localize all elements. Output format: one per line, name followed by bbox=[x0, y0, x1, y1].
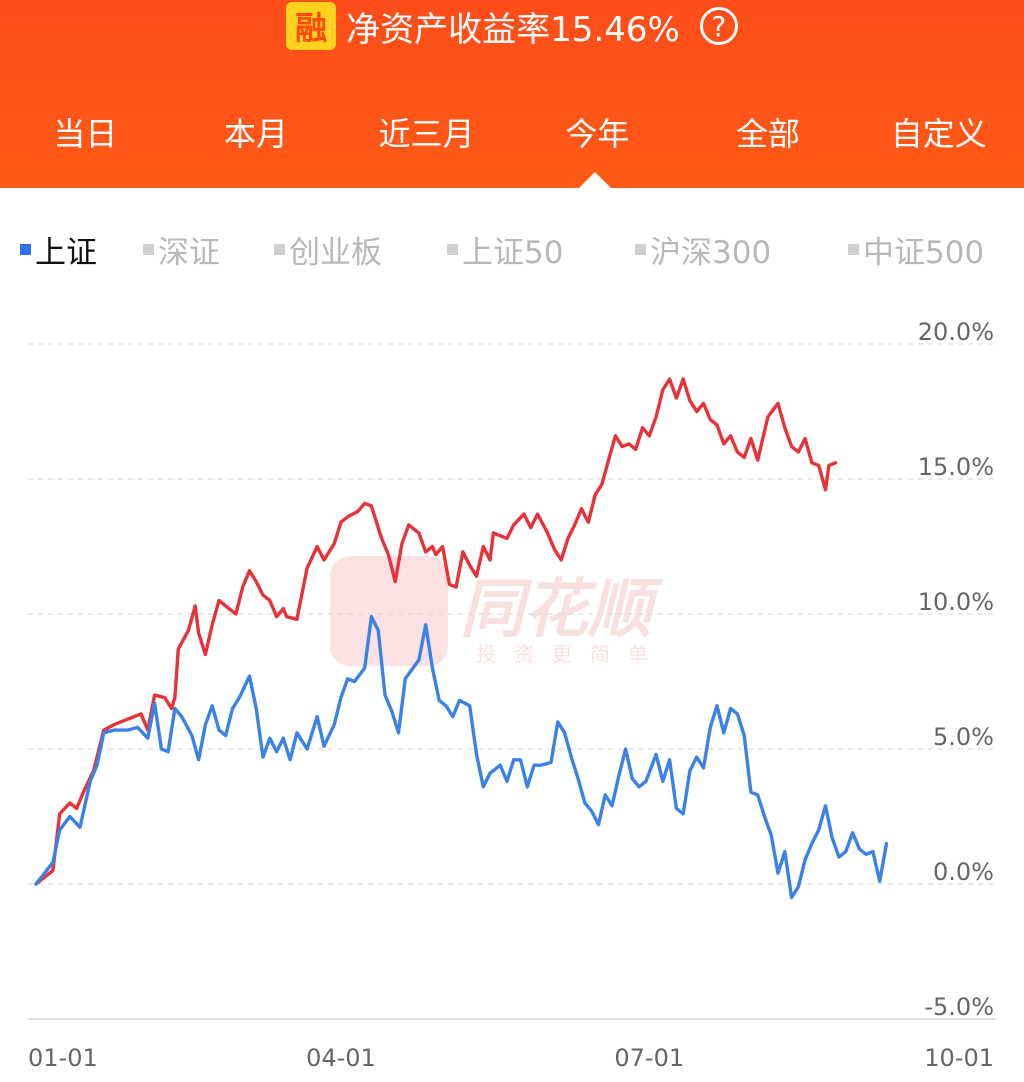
brand-watermark: 同花顺 投资更简单 bbox=[330, 556, 700, 666]
tab-all[interactable]: 全部 bbox=[736, 115, 801, 153]
index-label: 上证50 bbox=[462, 234, 564, 271]
index-marker bbox=[635, 243, 646, 255]
y-tick-label: -5.0% bbox=[924, 993, 994, 1021]
index-marker bbox=[20, 243, 31, 255]
header-bar: 融 净资产收益率15.46% ? 当日 本月 近三月 今年 全部 自定义 bbox=[0, 0, 1024, 188]
tab-three-months[interactable]: 近三月 bbox=[378, 115, 475, 153]
index-marker bbox=[447, 243, 458, 255]
index-csi500[interactable]: 中证500 bbox=[848, 227, 984, 272]
index-csi300[interactable]: 沪深300 bbox=[635, 227, 771, 272]
tab-custom[interactable]: 自定义 bbox=[890, 115, 987, 153]
index-shanghai[interactable]: 上证 bbox=[20, 227, 97, 272]
index-shenzhen[interactable]: 深证 bbox=[143, 227, 220, 272]
index-label: 创业板 bbox=[289, 234, 382, 271]
x-tick-label: 07-01 bbox=[614, 1044, 684, 1072]
active-tab-indicator bbox=[579, 172, 611, 188]
title-row: 融 净资产收益率15.46% ? bbox=[0, 0, 1024, 52]
portfolio-return-line bbox=[34, 377, 838, 886]
watermark-slogan: 投资更简单 bbox=[476, 642, 666, 666]
y-tick-label: 10.0% bbox=[918, 588, 994, 616]
index-marker bbox=[274, 243, 285, 255]
index-label: 中证500 bbox=[863, 234, 985, 271]
y-tick-label: 15.0% bbox=[918, 453, 994, 481]
index-selector: 上证 深证 创业板 上证50 沪深300 中证500 bbox=[0, 226, 1024, 272]
margin-badge: 融 bbox=[286, 2, 337, 50]
index-marker bbox=[848, 243, 859, 255]
index-marker bbox=[143, 243, 154, 255]
tab-this-year[interactable]: 今年 bbox=[565, 115, 630, 153]
index-chinext[interactable]: 创业板 bbox=[274, 227, 382, 272]
help-icon[interactable]: ? bbox=[699, 7, 738, 45]
y-tick-label: 0.0% bbox=[933, 858, 994, 886]
tab-month[interactable]: 本月 bbox=[224, 115, 289, 153]
period-tabs: 当日 本月 近三月 今年 全部 自定义 bbox=[0, 108, 1024, 160]
index-sse50[interactable]: 上证50 bbox=[447, 227, 563, 272]
performance-chart[interactable]: 20.0% 15.0% 10.0% 5.0% 0.0% -5.0% 01-01 04-01 07… bbox=[0, 300, 1024, 1082]
y-tick-label: 20.0% bbox=[918, 318, 994, 346]
y-tick-label: 5.0% bbox=[933, 723, 994, 751]
x-tick-label: 10-01 bbox=[924, 1044, 994, 1072]
x-tick-label: 01-01 bbox=[28, 1044, 98, 1072]
tab-today[interactable]: 当日 bbox=[53, 115, 118, 153]
x-tick-label: 04-01 bbox=[306, 1044, 376, 1072]
index-label: 深证 bbox=[158, 234, 220, 271]
index-label: 上证 bbox=[35, 234, 97, 271]
watermark-brand: 同花顺 bbox=[460, 573, 652, 647]
roe-title: 净资产收益率15.46% bbox=[346, 9, 680, 50]
index-label: 沪深300 bbox=[650, 234, 772, 271]
index-return-line bbox=[34, 615, 889, 900]
